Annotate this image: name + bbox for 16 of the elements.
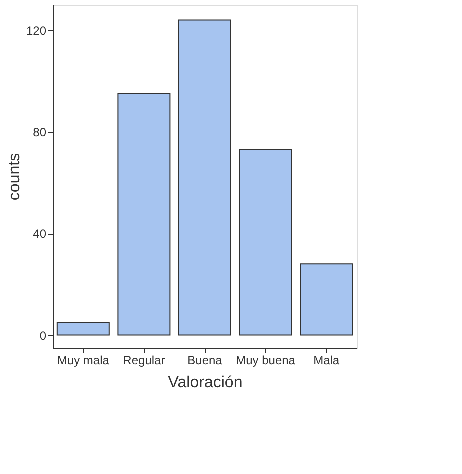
- x-tick-label: Buena: [188, 354, 223, 368]
- bar: [118, 93, 171, 336]
- x-tick-label: Muy buena: [236, 354, 296, 368]
- y-axis-title: counts: [6, 153, 24, 201]
- y-tick-label: 40: [33, 227, 47, 242]
- bar: [300, 264, 354, 336]
- bar: [178, 20, 232, 336]
- x-axis-title: Valoración: [168, 374, 243, 392]
- y-tick-label: 0: [40, 328, 47, 343]
- bar: [239, 149, 292, 336]
- y-tick-label: 80: [33, 126, 47, 140]
- x-tick-label: Muy mala: [57, 354, 110, 368]
- bar: [56, 322, 110, 336]
- x-tick-label: Mala: [314, 354, 340, 368]
- x-tick-label: Regular: [123, 354, 166, 368]
- y-tick-label: 120: [26, 24, 47, 38]
